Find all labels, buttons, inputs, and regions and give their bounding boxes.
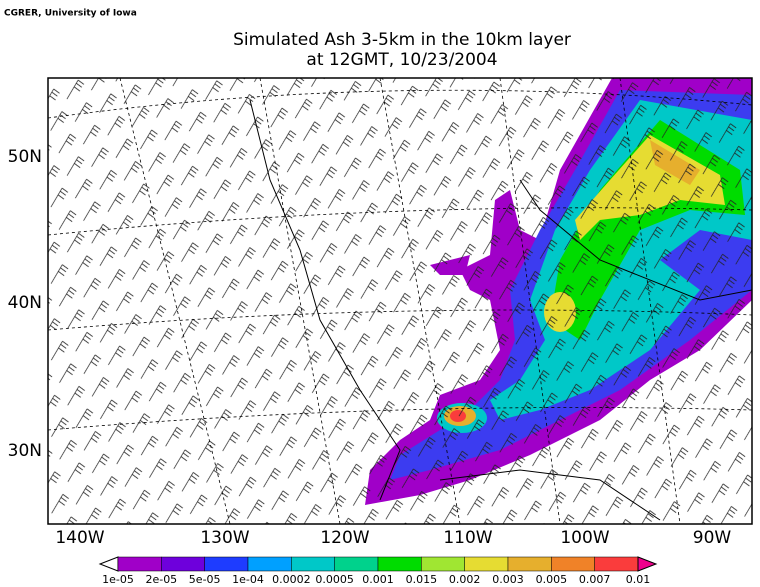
lon-label: 110W (443, 528, 492, 548)
colorbar-swatch (161, 556, 205, 572)
graticule (48, 78, 752, 524)
colorbar-swatch (377, 556, 422, 572)
lat-label: 30N (8, 441, 42, 461)
colorbar-label: 0.002 (449, 573, 481, 586)
colorbar-swatch (551, 556, 595, 572)
title-line: at 12GMT, 10/23/2004 (306, 50, 497, 70)
title-line: Simulated Ash 3-5km in the 10km layer (233, 30, 571, 50)
colorbar-swatch (507, 556, 552, 572)
colorbar-label: 0.0005 (315, 573, 354, 586)
colorbar-swatch (421, 556, 465, 572)
colorbar-swatch (291, 556, 335, 572)
colorbar-swatch (464, 556, 509, 572)
colorbar-label: 2e-05 (145, 573, 177, 586)
lon-label: 140W (55, 528, 104, 548)
colorbar-swatch (204, 556, 249, 572)
lat-label: 50N (8, 147, 42, 167)
colorbar-swatch (247, 556, 292, 572)
lon-label: 130W (200, 528, 249, 548)
credit: CGRER, University of Iowa (4, 9, 137, 19)
colorbar-label: 1e-04 (232, 573, 264, 586)
colorbar-swatch (117, 556, 162, 572)
lat-label: 40N (8, 293, 42, 313)
colorbar-label: 0.007 (579, 573, 611, 586)
colorbar-label: 0.001 (362, 573, 394, 586)
coastline (249, 99, 752, 521)
lon-label: 120W (320, 528, 369, 548)
colorbar-label: 0.01 (626, 573, 651, 586)
colorbar-label: 0.003 (492, 573, 524, 586)
colorbar-label: 1e-05 (102, 573, 134, 586)
lon-label: 90W (693, 528, 732, 548)
colorbar-label: 0.0002 (272, 573, 311, 586)
colorbar: 1e-05 2e-05 5e-05 1e-04 0.0002 0.0005 0.001 0.0… (98, 556, 658, 586)
map-frame (47, 77, 753, 525)
colorbar-label: 5e-05 (189, 573, 221, 586)
colorbar-label: 0.015 (406, 573, 438, 586)
map (48, 78, 752, 524)
colorbar-label: 0.005 (536, 573, 568, 586)
colorbar-swatch (334, 556, 379, 572)
lon-label: 100W (560, 528, 609, 548)
colorbar-swatch (594, 556, 639, 572)
